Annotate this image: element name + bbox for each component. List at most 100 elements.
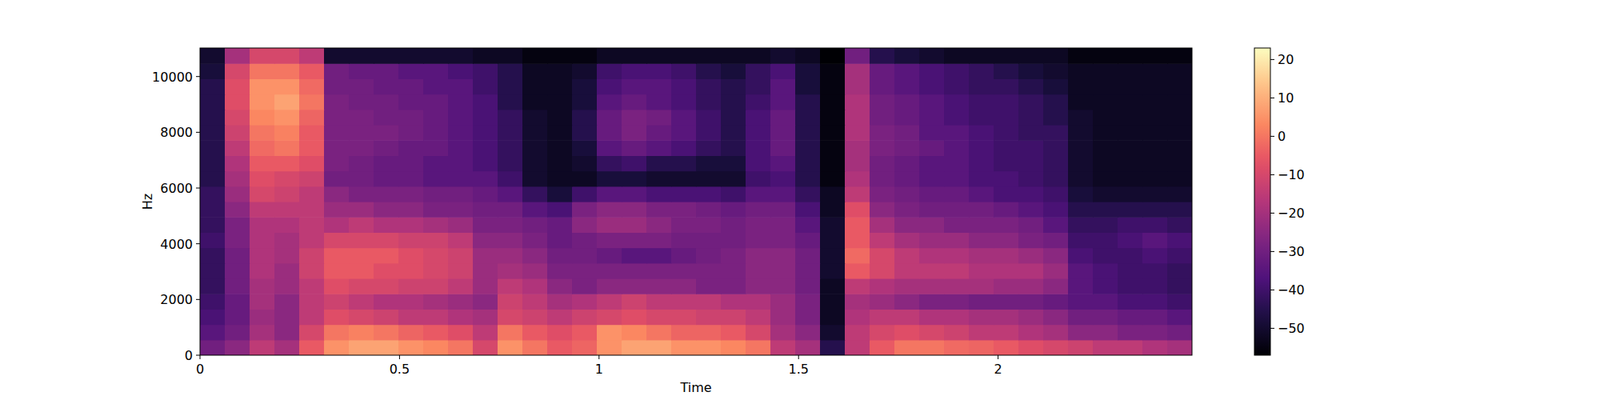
cell	[646, 94, 672, 111]
cell	[1043, 278, 1069, 295]
cell	[299, 340, 325, 356]
cell	[299, 140, 325, 156]
cell	[795, 124, 821, 141]
cell	[1117, 140, 1144, 156]
colorbar-tick	[1270, 59, 1275, 60]
cell	[423, 63, 449, 80]
cell	[869, 324, 896, 341]
cell	[1043, 340, 1069, 356]
cell	[547, 216, 573, 233]
y-tick-label: 2000	[160, 292, 193, 308]
cell	[423, 232, 449, 248]
cell	[596, 232, 623, 248]
cell	[1068, 171, 1094, 188]
cell	[844, 186, 871, 203]
cell	[448, 308, 474, 325]
cell	[324, 124, 350, 141]
cell	[944, 78, 970, 95]
cell	[770, 324, 796, 341]
cell	[348, 94, 375, 111]
cell	[200, 63, 226, 80]
cell	[224, 278, 251, 295]
cell	[993, 48, 1020, 64]
cell	[720, 216, 747, 233]
cell	[919, 216, 945, 233]
cell	[249, 232, 276, 248]
cell	[224, 324, 251, 341]
cell	[1043, 248, 1069, 264]
cell	[795, 263, 821, 280]
cell	[224, 186, 251, 203]
cell	[274, 201, 300, 218]
cell	[423, 155, 449, 172]
cell	[274, 140, 300, 156]
cell	[944, 171, 970, 188]
cell	[1117, 155, 1144, 172]
cell	[299, 293, 325, 310]
cell	[497, 171, 524, 188]
cell	[373, 124, 400, 141]
cell	[448, 186, 474, 203]
cell	[398, 324, 424, 341]
cell	[770, 171, 796, 188]
colorbar-tick	[1270, 174, 1275, 176]
cell	[373, 48, 400, 64]
cell	[1142, 216, 1168, 233]
cell	[993, 109, 1020, 126]
cell	[1018, 248, 1044, 264]
cell	[274, 48, 300, 64]
cell	[944, 186, 970, 203]
cell	[745, 263, 772, 280]
cell	[472, 308, 499, 325]
cell	[547, 171, 573, 188]
cell	[249, 324, 276, 341]
cell	[249, 186, 276, 203]
cell	[720, 63, 747, 80]
cell	[745, 186, 772, 203]
cell	[820, 293, 846, 310]
cell	[596, 293, 623, 310]
cell	[1043, 263, 1069, 280]
cell	[844, 340, 871, 356]
cell	[1117, 324, 1144, 341]
cell	[423, 263, 449, 280]
cell	[646, 340, 672, 356]
cell	[200, 171, 226, 188]
cell	[646, 171, 672, 188]
cell	[894, 201, 920, 218]
cell	[968, 140, 995, 156]
cell	[770, 201, 796, 218]
cell	[1043, 124, 1069, 141]
cell	[696, 340, 722, 356]
cell	[398, 263, 424, 280]
cell	[1117, 171, 1144, 188]
cell	[324, 201, 350, 218]
y-tick	[196, 355, 200, 356]
cell	[224, 78, 251, 95]
cell	[224, 232, 251, 248]
cell	[820, 186, 846, 203]
cell	[1043, 186, 1069, 203]
cell	[993, 216, 1020, 233]
cell	[224, 340, 251, 356]
cell	[671, 278, 697, 295]
cell	[993, 248, 1020, 264]
x-tick	[399, 355, 400, 360]
cell	[398, 308, 424, 325]
cell	[1068, 78, 1094, 95]
cell	[795, 324, 821, 341]
cell	[869, 171, 896, 188]
cell	[1167, 324, 1192, 341]
cell	[572, 293, 598, 310]
y-tick-label: 4000	[160, 236, 193, 252]
cell	[274, 340, 300, 356]
cell	[869, 248, 896, 264]
cell	[894, 155, 920, 172]
cell	[894, 109, 920, 126]
cell	[869, 63, 896, 80]
cell	[348, 308, 375, 325]
cell	[795, 216, 821, 233]
cell	[1142, 340, 1168, 356]
cell	[547, 94, 573, 111]
cell	[572, 140, 598, 156]
